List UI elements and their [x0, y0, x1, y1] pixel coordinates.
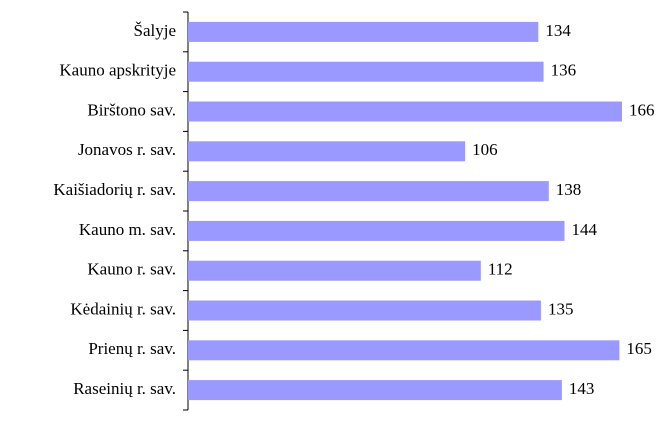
y-tick-label: Kauno apskrityje	[59, 61, 176, 80]
bar	[188, 220, 565, 241]
y-tick-label: Kėdainių r. sav.	[70, 299, 176, 318]
bar	[188, 380, 562, 401]
data-label: 165	[626, 339, 652, 358]
data-label: 138	[556, 180, 582, 199]
bar	[188, 181, 549, 202]
data-label: 144	[571, 220, 597, 239]
data-label: 112	[488, 260, 513, 279]
bar	[188, 61, 544, 82]
data-label: 143	[569, 379, 595, 398]
bar	[188, 101, 622, 122]
y-tick-label: Kaišiadorių r. sav.	[53, 180, 176, 199]
y-tick-label: Kauno m. sav.	[79, 220, 176, 239]
bar	[188, 21, 539, 42]
data-label: 134	[545, 21, 571, 40]
y-tick-label: Birštono sav.	[87, 100, 176, 119]
y-tick-label: Raseinių r. sav.	[73, 379, 176, 398]
y-tick-label: Jonavos r. sav.	[78, 140, 176, 159]
data-label: 166	[629, 100, 655, 119]
data-label: 106	[472, 140, 498, 159]
y-tick-label: Prienų r. sav.	[88, 339, 176, 358]
bar	[188, 340, 620, 361]
data-label: 136	[551, 61, 577, 80]
bar	[188, 141, 466, 162]
bar	[188, 260, 481, 281]
y-tick-label: Šalyje	[134, 21, 177, 40]
bar	[188, 300, 541, 321]
y-tick-label: Kauno r. sav.	[87, 260, 176, 279]
data-label: 135	[548, 299, 574, 318]
